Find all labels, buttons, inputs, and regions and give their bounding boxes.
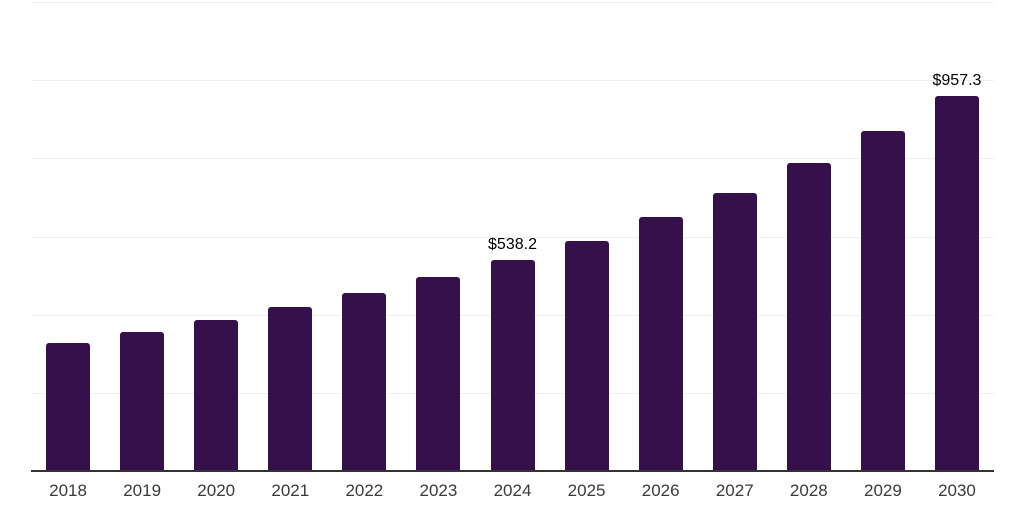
- x-tick-label-2022: 2022: [345, 481, 384, 500]
- gridline: [31, 80, 994, 82]
- gridline: [31, 2, 994, 3]
- x-tick-label-2023: 2023: [419, 481, 458, 500]
- bar-value-label-2024: $538.2: [488, 235, 537, 253]
- x-tick-label-2029: 2029: [863, 481, 902, 500]
- x-tick-label-2025: 2025: [567, 481, 606, 500]
- bar-2027: [712, 192, 757, 470]
- bars-container: $538.2 $957.3: [31, 0, 994, 470]
- bar-2030: [934, 95, 979, 470]
- bar-2021: [268, 307, 313, 470]
- x-axis-labels: 2018 2019 2020 2021 2022 2023 2024 2025 2026 2027…: [31, 479, 994, 503]
- bar-slot-2027: [698, 0, 772, 470]
- x-tick-label-2026: 2026: [641, 481, 680, 500]
- bar-slot-2019: [105, 0, 179, 470]
- x-tick-label-2030: 2030: [938, 481, 976, 500]
- bar-2028: [786, 162, 831, 470]
- bar-slot-2022: [327, 0, 401, 470]
- bar-2026: [638, 216, 683, 470]
- bar-slot-2025: [550, 0, 624, 470]
- x-tick-label-2019: 2019: [123, 481, 162, 500]
- bar-2029: [860, 130, 905, 470]
- bar-2023: [416, 277, 461, 470]
- bar-slot-2028: [772, 0, 846, 470]
- bar-2019: [120, 332, 165, 470]
- bar-slot-2026: [624, 0, 698, 470]
- bar-slot-2023: [401, 0, 475, 470]
- x-tick-label-2028: 2028: [789, 481, 828, 500]
- x-tick-label-2024: 2024: [493, 481, 532, 500]
- x-tick-label-2018: 2018: [49, 481, 87, 500]
- bar-slot-2029: [846, 0, 920, 470]
- bar-slot-2020: [179, 0, 253, 470]
- bar-value-label-2030: $957.3: [932, 71, 982, 89]
- bar-2022: [342, 293, 387, 470]
- x-tick-label-2021: 2021: [271, 481, 310, 500]
- bar-2020: [194, 320, 239, 470]
- x-tick-label-2027: 2027: [715, 481, 754, 500]
- bar-slot-2024: $538.2: [475, 0, 549, 470]
- bar-slot-2018: [31, 0, 105, 470]
- gridline: [31, 236, 994, 238]
- x-axis-line: [31, 470, 994, 472]
- bar-2024: [490, 259, 535, 470]
- bar-2025: [564, 240, 609, 470]
- plot-area: $538.2 $957.3: [31, 0, 994, 472]
- x-tick-label-2020: 2020: [197, 481, 236, 500]
- bar-slot-2021: [253, 0, 327, 470]
- bar-2018: [46, 343, 91, 470]
- bar-slot-2030: $957.3: [920, 0, 994, 470]
- gridline: [31, 158, 994, 160]
